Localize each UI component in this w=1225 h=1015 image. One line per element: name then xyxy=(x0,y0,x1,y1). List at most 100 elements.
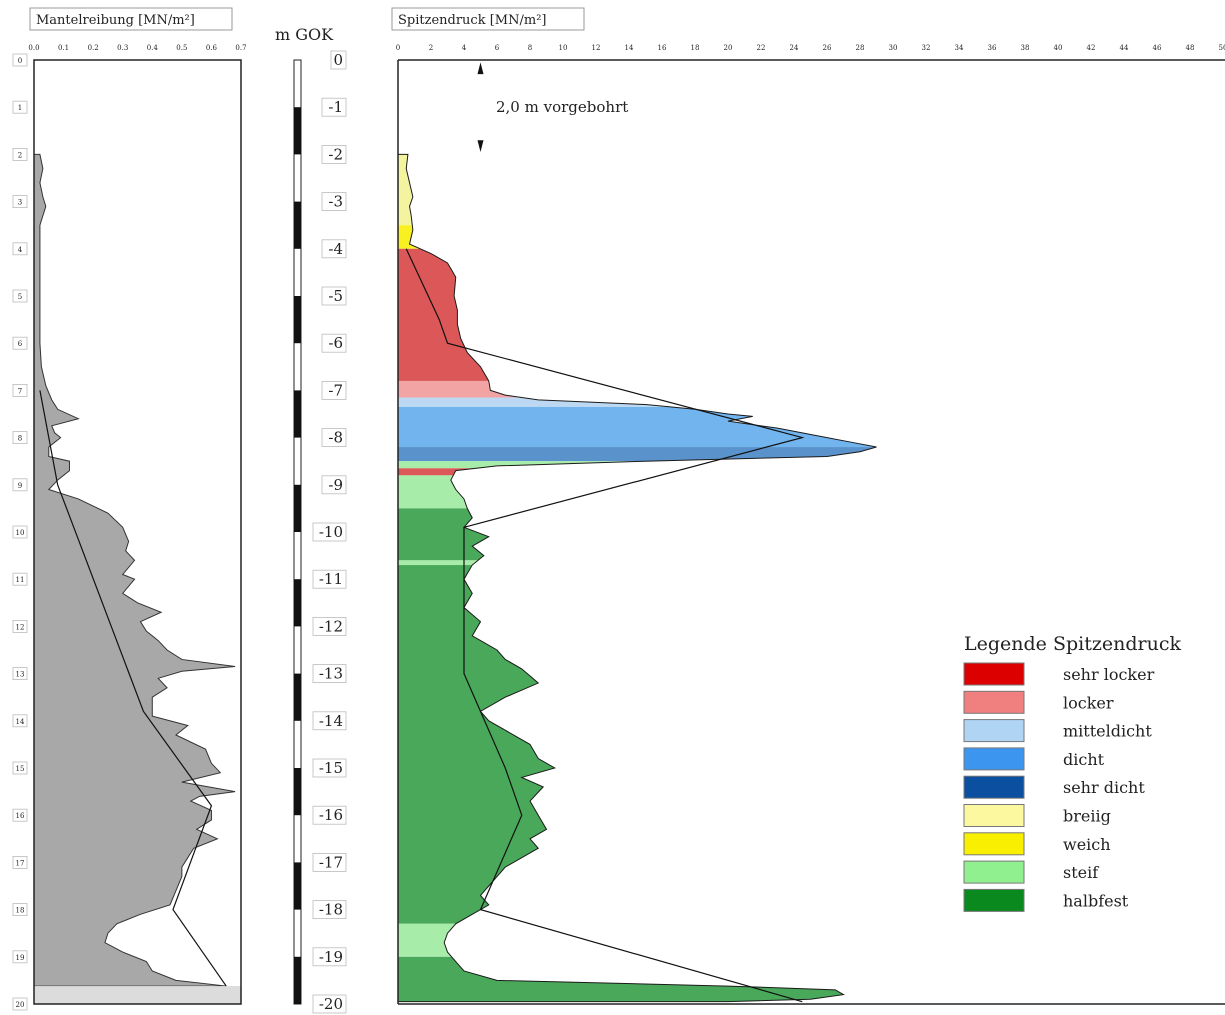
depth-scale-label: -9 xyxy=(328,476,343,494)
spitzendruck-layer xyxy=(398,397,877,407)
mantelreibung-depth-tick: 16 xyxy=(16,812,25,820)
legend-swatch xyxy=(963,690,1025,714)
depth-scale-segment xyxy=(294,390,301,438)
mantelreibung-x-tick: 0.1 xyxy=(58,44,69,52)
spitzendruck-plot xyxy=(397,153,877,1003)
legend-item: dicht xyxy=(963,747,1105,771)
legend-swatch xyxy=(963,860,1025,884)
mantelreibung-depth-tick: 4 xyxy=(18,246,23,254)
mantelreibung-x-tick: 0.3 xyxy=(117,44,128,52)
spitzendruck-layer xyxy=(398,508,877,561)
spitzendruck-layer xyxy=(398,225,877,249)
depth-scale: m GOK 0 -1 -2 -3 -4 -5 -6 -7 -8 -9 -10 -11 -12 -13 -14… xyxy=(275,25,347,1014)
mantelreibung-plot xyxy=(33,153,241,1004)
spitzendruck-x-tick: 46 xyxy=(1153,44,1162,52)
mantelreibung-depth-tick: 18 xyxy=(16,907,25,915)
spitzendruck-x-tick: 40 xyxy=(1054,44,1063,52)
spitzendruck-x-tick: 24 xyxy=(790,44,799,52)
spitzendruck-x-tick: 8 xyxy=(528,44,532,52)
mantelreibung-depth-tick: 1 xyxy=(18,104,22,112)
depth-scale-segment xyxy=(294,768,301,816)
spitzendruck-layer xyxy=(398,956,877,1002)
depth-scale-label: -15 xyxy=(319,759,343,777)
vorgebohrt-text: 2,0 m vorgebohrt xyxy=(496,98,628,116)
spitzendruck-trend-line xyxy=(405,248,805,1003)
spitzendruck-profile xyxy=(397,153,877,1003)
spitzendruck-x-tick: 4 xyxy=(462,44,467,52)
spitzendruck-layer xyxy=(398,406,877,448)
mantelreibung-trend-line xyxy=(39,390,227,987)
spitzendruck-x-tick: 18 xyxy=(691,44,700,52)
depth-scale-label: -10 xyxy=(319,523,343,541)
mantelreibung-depth-tick: 14 xyxy=(16,718,25,726)
mantelreibung-depth-tick: 12 xyxy=(16,623,25,631)
depth-scale-title: m GOK xyxy=(275,25,334,44)
legend-swatch xyxy=(963,719,1025,743)
mantelreibung-depth-tick: 2 xyxy=(18,151,22,159)
depth-scale-label: -4 xyxy=(328,240,343,258)
spitzendruck-layer xyxy=(398,560,877,566)
mantelreibung-depth-tick: 7 xyxy=(18,387,22,395)
legend-label: halbfest xyxy=(1063,891,1129,910)
spitzendruck-x-tick: 6 xyxy=(495,44,500,52)
spitzendruck-x-tick: 16 xyxy=(658,44,667,52)
arrow-down-icon xyxy=(477,140,484,153)
spitzendruck-x-ticks: 0 2 4 6 8 10 12 14 16 18 20 22 24 26 28 30 32 34 36 38 40 42 4… xyxy=(396,44,1225,52)
spitzendruck-x-tick: 14 xyxy=(625,44,634,52)
spitzendruck-x-tick: 28 xyxy=(856,44,865,52)
legend-swatch xyxy=(963,662,1025,686)
depth-scale-label: -3 xyxy=(328,193,343,211)
mantelreibung-profile xyxy=(33,153,236,987)
depth-scale-label: -18 xyxy=(319,901,343,919)
depth-scale-segment xyxy=(294,956,301,1004)
depth-scale-segment xyxy=(294,673,301,721)
depth-scale-label: -16 xyxy=(319,806,343,824)
depth-scale-segment xyxy=(294,201,301,249)
spitzendruck-title-box xyxy=(391,7,585,31)
depth-scale-segment xyxy=(294,296,301,344)
mantelreibung-depth-tick: 11 xyxy=(16,576,25,584)
spitzendruck-layers xyxy=(398,154,877,1002)
mantelreibung-panel: Mantelreibung [MN/m²] 0.0 0.1 0.2 0.3 0.4 0.5… xyxy=(12,7,247,1011)
legend-swatch xyxy=(963,747,1025,771)
spitzendruck-layer xyxy=(398,923,877,957)
legend-label: breiig xyxy=(1063,807,1111,826)
legend-swatch xyxy=(963,804,1025,827)
spitzendruck-layer xyxy=(398,248,877,381)
spitzendruck-title: Spitzendruck [MN/m²] xyxy=(398,13,546,28)
legend-label: mitteldicht xyxy=(1063,722,1152,741)
depth-scale-segment xyxy=(294,579,301,627)
mantelreibung-depth-tick: 20 xyxy=(16,1001,25,1009)
spitzendruck-layer xyxy=(398,447,877,462)
mantelreibung-frame xyxy=(33,59,242,1005)
spitzendruck-x-tick: 44 xyxy=(1120,44,1129,52)
spitzendruck-legend: Legende Spitzendruck sehr locker locker mi… xyxy=(963,633,1181,912)
depth-scale-bar xyxy=(293,59,302,1005)
depth-scale-label: -13 xyxy=(319,665,343,683)
spitzendruck-x-tick: 10 xyxy=(559,44,568,52)
spitzendruck-x-tick: 20 xyxy=(724,44,733,52)
depth-scale-label: -14 xyxy=(319,712,343,730)
mantelreibung-depth-tick: 17 xyxy=(16,859,25,867)
legend-swatch xyxy=(963,888,1025,912)
mantelreibung-depth-tick: 15 xyxy=(16,765,25,773)
spitzendruck-x-tick: 36 xyxy=(988,44,997,52)
spitzendruck-x-tick: 0 xyxy=(396,44,400,52)
spitzendruck-x-tick: 34 xyxy=(955,44,964,52)
spitzendruck-x-tick: 48 xyxy=(1186,44,1195,52)
spitzendruck-layer xyxy=(398,380,877,398)
depth-scale-labels: 0 -1 -2 -3 -4 -5 -6 -7 -8 -9 -10 -11 -12 -13 -14 -15 -16… xyxy=(312,50,347,1014)
legend-label: sehr dicht xyxy=(1063,778,1145,797)
legend-swatch xyxy=(963,775,1025,799)
mantelreibung-depth-tick: 3 xyxy=(18,199,22,207)
spitzendruck-x-tick: 12 xyxy=(592,44,601,52)
spitzendruck-x-tick: 30 xyxy=(889,44,898,52)
legend-item: weich xyxy=(963,832,1111,856)
legend-label: locker xyxy=(1063,693,1114,712)
mantelreibung-depth-tick: 10 xyxy=(16,529,25,537)
mantelreibung-x-tick: 0.6 xyxy=(206,44,218,52)
legend-item: steif xyxy=(963,860,1099,884)
mantelreibung-depth-tick: 19 xyxy=(16,954,25,962)
mantelreibung-title: Mantelreibung [MN/m²] xyxy=(36,13,195,28)
